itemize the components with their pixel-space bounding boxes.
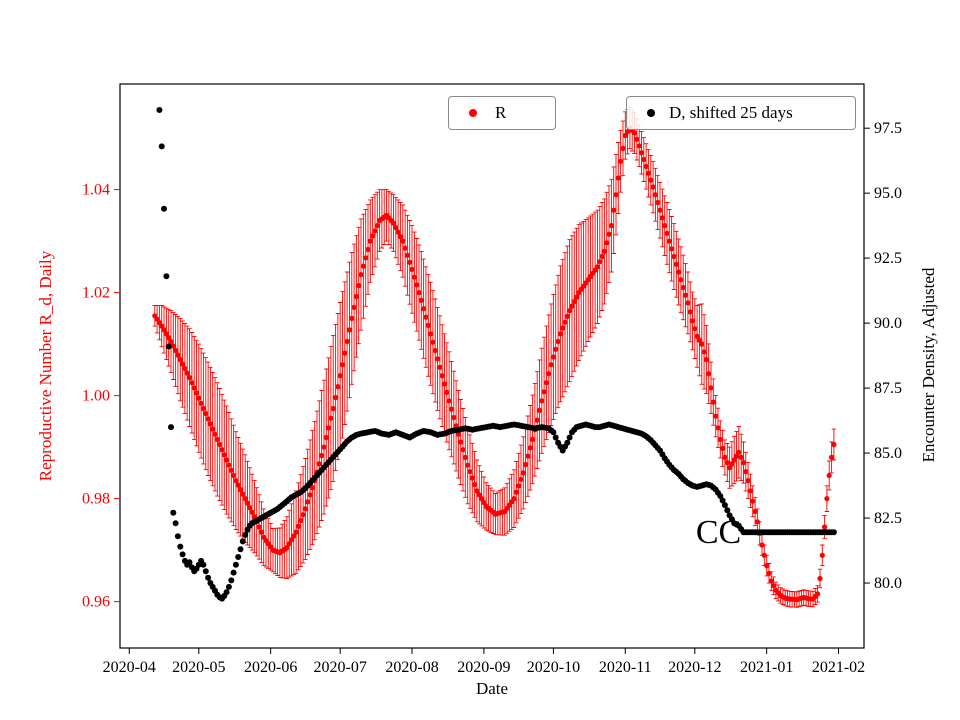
svg-text:1.00: 1.00 xyxy=(82,388,110,405)
x-axis-ticks: 2020-04 2020-05 2020-06 2020-07 2020-08 2020-… xyxy=(103,648,865,676)
svg-text:87.5: 87.5 xyxy=(874,380,902,397)
left-y-axis-ticks: 0.96 0.98 1.00 1.02 1.04 xyxy=(82,182,120,611)
svg-text:2020-09: 2020-09 xyxy=(457,659,510,676)
legend-marker-r-icon xyxy=(469,109,477,117)
svg-text:90.0: 90.0 xyxy=(874,315,902,332)
svg-text:2021-02: 2021-02 xyxy=(812,659,865,676)
svg-text:2020-08: 2020-08 xyxy=(385,659,438,676)
legend-label-r: R xyxy=(495,103,507,122)
legend-r: R xyxy=(448,96,556,130)
svg-text:2020-04: 2020-04 xyxy=(103,659,156,676)
series-D xyxy=(156,107,837,602)
svg-text:0.98: 0.98 xyxy=(82,491,110,508)
svg-text:80.0: 80.0 xyxy=(874,575,902,592)
x-axis-title: Date xyxy=(475,679,509,698)
right-y-axis-title: Encounter Density, Adjusted xyxy=(919,267,938,463)
svg-text:82.5: 82.5 xyxy=(874,510,902,527)
legend-label-d: D, shifted 25 days xyxy=(669,103,793,122)
svg-text:2020-11: 2020-11 xyxy=(599,659,652,676)
svg-text:95.0: 95.0 xyxy=(874,185,902,202)
svg-text:2020-12: 2020-12 xyxy=(668,659,721,676)
svg-text:0.96: 0.96 xyxy=(82,594,110,611)
svg-text:1.02: 1.02 xyxy=(82,285,110,302)
legend-d: D, shifted 25 days xyxy=(626,96,856,130)
svg-text:2020-10: 2020-10 xyxy=(527,659,580,676)
right-y-axis-ticks: 80.0 82.5 85.0 87.5 90.0 92.5 95.0 97.5 xyxy=(864,120,902,592)
left-y-axis-title: Reproductive Number R_d, Daily xyxy=(36,250,55,482)
svg-text:97.5: 97.5 xyxy=(874,120,902,137)
svg-text:85.0: 85.0 xyxy=(874,445,902,462)
legend-marker-d-icon xyxy=(647,109,655,117)
svg-text:2020-07: 2020-07 xyxy=(314,659,367,676)
svg-text:2021-01: 2021-01 xyxy=(740,659,793,676)
axes-frame xyxy=(119,83,865,649)
svg-text:92.5: 92.5 xyxy=(874,250,902,267)
svg-text:2020-05: 2020-05 xyxy=(172,659,225,676)
svg-text:2020-06: 2020-06 xyxy=(244,659,297,676)
annotation-cc: CC xyxy=(696,514,741,551)
svg-text:1.04: 1.04 xyxy=(82,182,110,199)
